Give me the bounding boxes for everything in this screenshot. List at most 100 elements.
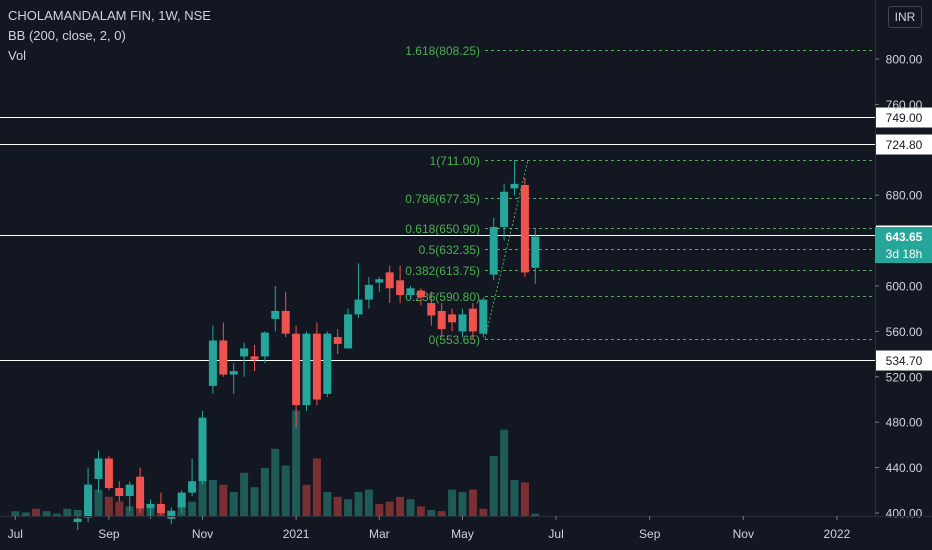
volume-bar bbox=[531, 513, 540, 516]
price-tick-label: 520.00 bbox=[886, 370, 923, 384]
fib-level-label: 0.618(650.90) bbox=[405, 222, 480, 236]
candle-body bbox=[177, 492, 186, 508]
volume-bar bbox=[333, 496, 342, 516]
candle-body bbox=[167, 510, 176, 519]
time-tick-label: Mar bbox=[369, 527, 390, 541]
candle-body bbox=[479, 299, 488, 334]
volume-bar bbox=[302, 484, 311, 516]
candle-body bbox=[458, 314, 467, 332]
candle-body bbox=[448, 314, 457, 323]
candle-body bbox=[104, 458, 113, 489]
candle-body bbox=[302, 333, 311, 406]
volume-bar bbox=[115, 501, 124, 516]
candle-body bbox=[115, 488, 124, 496]
fib-level-label: 1(711.00) bbox=[430, 154, 480, 168]
candle-body bbox=[500, 191, 509, 227]
fib-level-label: 0.382(613.75) bbox=[405, 264, 480, 278]
chart-legend: CHOLAMANDALAM FIN, 1W, NSE BB (200, clos… bbox=[8, 6, 211, 66]
volume-bar bbox=[427, 510, 436, 516]
candle-body bbox=[156, 503, 165, 513]
fib-trend-line[interactable] bbox=[484, 159, 529, 339]
volume-bar bbox=[500, 429, 509, 516]
volume-bar bbox=[406, 499, 415, 516]
time-tick-label: Jul bbox=[8, 527, 23, 541]
candle-body bbox=[427, 303, 436, 316]
volume-bar bbox=[354, 492, 363, 516]
candle-body bbox=[260, 332, 269, 357]
candle-body bbox=[520, 184, 529, 273]
fib-level-label: 1.618(808.25) bbox=[405, 44, 480, 58]
time-tick-label: Jul bbox=[548, 527, 563, 541]
volume-bar bbox=[375, 504, 384, 516]
volume-bar bbox=[437, 511, 446, 516]
level-price-label-bg bbox=[875, 107, 932, 128]
candle-body bbox=[84, 484, 93, 518]
volume-bar bbox=[250, 487, 259, 516]
volume-bar bbox=[385, 501, 394, 516]
level-price-label: 749.00 bbox=[886, 111, 923, 125]
volume-bar bbox=[219, 484, 228, 516]
price-axis[interactable]: 400.00 440.00 480.00 520.00 560.00 600.00 680.… bbox=[875, 0, 932, 521]
candle-body bbox=[292, 333, 301, 406]
volume-bar bbox=[125, 506, 134, 516]
candle-body bbox=[416, 290, 425, 298]
time-tick-label: May bbox=[451, 527, 474, 541]
candle-body bbox=[271, 310, 280, 319]
volume-bar bbox=[32, 508, 41, 516]
volume-indicator[interactable]: Vol bbox=[8, 48, 27, 63]
fib-level-label: 0.236(590.80) bbox=[405, 290, 480, 304]
volume-bar bbox=[52, 513, 61, 516]
volume-bar bbox=[344, 499, 353, 516]
candle-body bbox=[281, 310, 290, 334]
candle-body bbox=[208, 340, 217, 386]
symbol-title[interactable]: CHOLAMANDALAM FIN, 1W, NSE bbox=[8, 8, 211, 23]
fib-level-label: 0.5(632.35) bbox=[419, 243, 480, 257]
candle-body bbox=[437, 310, 446, 330]
candle-body bbox=[229, 371, 238, 375]
bar-countdown-label: 3d 18h bbox=[886, 247, 923, 261]
candle-body bbox=[364, 284, 373, 300]
volume-bar bbox=[292, 410, 301, 516]
candle-body bbox=[323, 333, 332, 394]
price-tick-label: 560.00 bbox=[886, 325, 923, 339]
volume-bar bbox=[520, 482, 529, 516]
volume-bar bbox=[281, 465, 290, 516]
volume-bar bbox=[198, 465, 207, 516]
level-price-label-bg bbox=[875, 134, 932, 155]
candle-body bbox=[489, 226, 498, 275]
time-tick-label: 2021 bbox=[283, 527, 310, 541]
volume-bar bbox=[229, 492, 238, 516]
time-tick-label: Nov bbox=[733, 527, 754, 541]
price-tick-label: 760.00 bbox=[886, 98, 923, 112]
candle-body bbox=[136, 476, 145, 509]
time-tick-label: 2022 bbox=[824, 527, 851, 541]
candle-body bbox=[146, 503, 155, 509]
candle-body bbox=[354, 299, 363, 315]
candle-body bbox=[219, 340, 228, 375]
candle-body bbox=[73, 518, 82, 523]
volume-bar bbox=[260, 468, 269, 516]
volume-bar bbox=[364, 489, 373, 516]
volume-bar bbox=[510, 480, 519, 516]
currency-button[interactable]: INR bbox=[888, 6, 922, 28]
time-tick-label: Sep bbox=[639, 527, 661, 541]
candle-body bbox=[510, 183, 519, 189]
candle-body bbox=[312, 333, 321, 400]
fib-level-label: 0(553.65) bbox=[429, 333, 480, 347]
level-price-label: 724.80 bbox=[886, 138, 923, 152]
candle-body bbox=[94, 458, 103, 479]
time-axis[interactable]: Jul Sep Nov 2021 Mar May Jul Sep Nov 2022 bbox=[0, 516, 932, 541]
candle-body bbox=[198, 417, 207, 482]
volume-bar bbox=[104, 496, 113, 516]
volume-bar bbox=[468, 489, 477, 516]
level-price-label-bg bbox=[875, 350, 932, 371]
candle-body bbox=[333, 337, 342, 344]
price-tick-label: 600.00 bbox=[886, 280, 923, 294]
candle-body bbox=[344, 314, 353, 349]
candle-body bbox=[125, 484, 134, 496]
volume-bar bbox=[94, 489, 103, 516]
fibonacci-retracement[interactable]: 1.618(808.25) 1(711.00) 0.786(677.35) 0.618… bbox=[405, 44, 875, 347]
bollinger-bands-indicator[interactable]: BB (200, close, 2, 0) bbox=[8, 28, 126, 43]
volume-bar bbox=[416, 506, 425, 516]
